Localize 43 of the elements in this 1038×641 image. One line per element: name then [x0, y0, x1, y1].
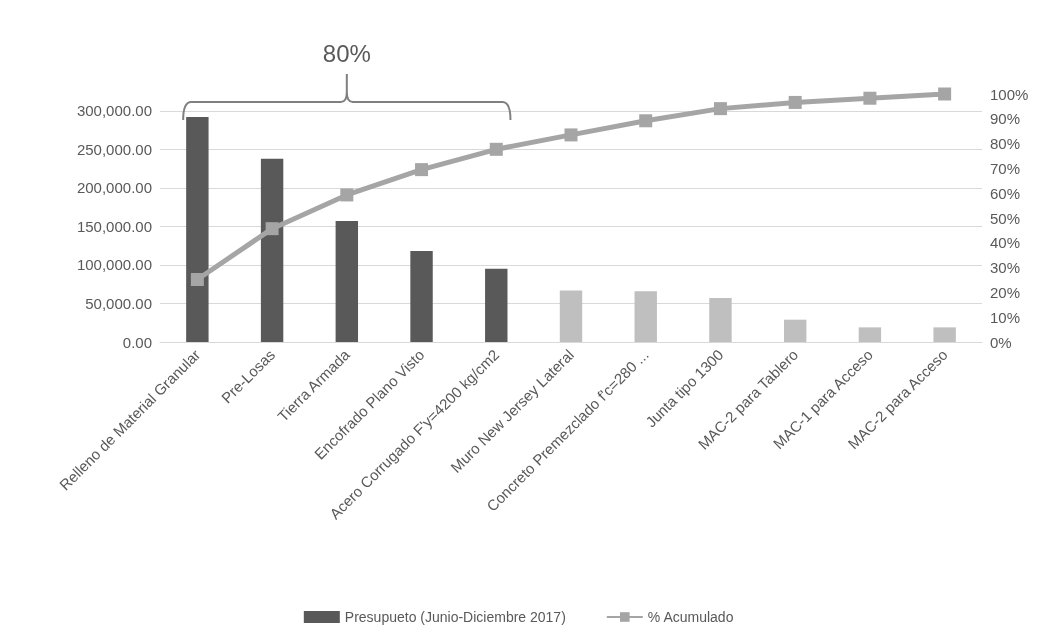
point	[564, 128, 578, 142]
bar	[858, 327, 882, 342]
legend-label: Presupueto (Junio-Diciembre 2017)	[344, 609, 566, 625]
bar	[260, 158, 284, 342]
y2-tick-label: 60%	[990, 184, 1021, 202]
y-tick-label: 50,000.00	[85, 294, 152, 312]
point	[190, 273, 204, 286]
point	[938, 87, 952, 101]
y2-tick-label: 40%	[990, 234, 1021, 252]
y-tick-label: 300,000.00	[76, 102, 152, 120]
bar	[186, 117, 209, 342]
bar	[783, 319, 807, 342]
bar	[559, 290, 583, 342]
y-tick-label: 200,000.00	[76, 179, 152, 197]
y-tick-label: 0.00	[122, 333, 152, 351]
text: 80%	[322, 40, 371, 68]
bar	[709, 298, 732, 342]
y-tick-label: 150,000.00	[76, 217, 152, 235]
bar	[933, 327, 956, 342]
bar	[634, 291, 657, 342]
y2-tick-label: 90%	[990, 110, 1021, 128]
point	[489, 142, 503, 156]
point	[265, 222, 279, 236]
y2-tick-label: 50%	[990, 209, 1021, 227]
bar	[485, 268, 508, 342]
y-tick-label: 250,000.00	[76, 140, 152, 158]
bar	[410, 251, 433, 342]
legend-label: % Acumulado	[647, 609, 734, 625]
y2-tick-label: 10%	[990, 308, 1021, 326]
point	[340, 188, 354, 202]
y-tick-label: 100,000.00	[76, 256, 152, 274]
bar	[335, 221, 359, 342]
y2-tick-label: 20%	[990, 283, 1021, 301]
y2-tick-label: 0%	[990, 333, 1012, 351]
y2-tick-label: 30%	[990, 259, 1021, 277]
point	[639, 114, 653, 128]
point	[415, 163, 429, 177]
point	[713, 102, 727, 116]
point	[863, 91, 877, 105]
y2-tick-label: 100%	[990, 85, 1029, 103]
y2-tick-label: 70%	[990, 159, 1021, 177]
y2-tick-label: 80%	[990, 135, 1021, 153]
point	[788, 95, 802, 109]
